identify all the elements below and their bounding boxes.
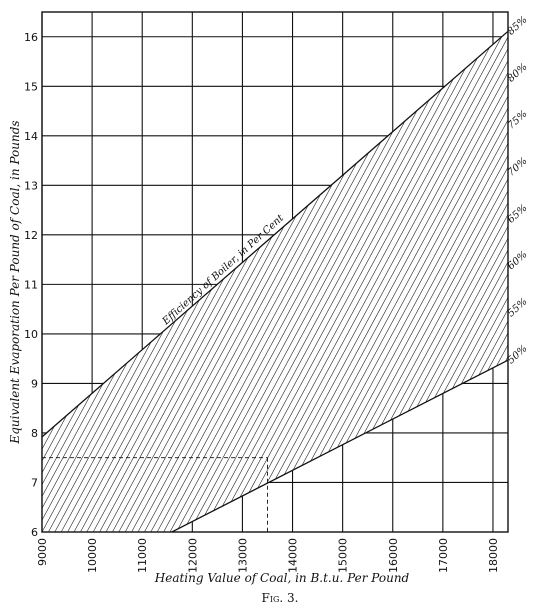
series-labels: 50% 55% 60% 65% 70% 75% 80% 85% — [506, 14, 530, 366]
x-tick-label: 9000 — [36, 538, 49, 566]
hatch-line — [278, 31, 508, 532]
hatch-line — [535, 0, 548, 532]
x-tick-label: 10000 — [86, 538, 99, 573]
y-tick-label: 10 — [24, 328, 38, 341]
series-label: 75% — [506, 109, 530, 132]
plot-frame — [41, 11, 509, 533]
hatch-line — [284, 31, 508, 532]
series-label: 70% — [506, 156, 530, 179]
x-tick-label: 18000 — [487, 538, 500, 573]
y-tick-label: 16 — [24, 31, 38, 44]
hatch-line — [541, 0, 548, 532]
series-label: 85% — [506, 14, 530, 37]
x-tick-label: 15000 — [337, 538, 350, 573]
y-tick-label: 11 — [24, 278, 38, 291]
x-tick-label: 17000 — [437, 538, 450, 573]
y-tick-label: 6 — [31, 526, 38, 539]
x-axis-label: Heating Value of Coal, in B.t.u. Per Pou… — [154, 571, 410, 585]
x-tick-labels: 9000 10000 11000 12000 13000 14000 15000 16000 1… — [36, 538, 500, 573]
series-label: 65% — [506, 203, 530, 226]
hatch-line — [297, 31, 508, 532]
hatch-line — [252, 31, 508, 532]
y-axis-label: Equivalent Evaporation Per Pound of Coal… — [8, 120, 22, 444]
y-tick-label: 8 — [31, 427, 38, 440]
series-label: 50% — [506, 343, 530, 366]
y-tick-label: 9 — [31, 377, 38, 390]
series-label: 55% — [506, 296, 530, 319]
hatch-line — [233, 31, 508, 532]
efficiency-band — [42, 31, 508, 532]
hatch-line — [227, 31, 508, 532]
efficiency-line-85 — [42, 30, 508, 438]
y-tick-labels: 6 7 8 9 10 11 12 13 14 15 16 — [24, 31, 38, 539]
x-tick-label: 14000 — [287, 538, 300, 573]
hatch-line — [259, 31, 508, 532]
hatch-line — [272, 31, 508, 532]
hatch-line — [522, 0, 548, 532]
series-label: 80% — [506, 62, 530, 85]
y-tick-label: 7 — [31, 476, 38, 489]
efficiency-lines — [42, 30, 508, 532]
figure-caption: Fig. 3. — [262, 591, 299, 605]
example-guide — [42, 457, 268, 532]
series-label: 60% — [506, 249, 530, 272]
x-tick-label: 13000 — [236, 538, 249, 573]
hatch-line — [220, 31, 508, 532]
x-tick-label: 11000 — [136, 538, 149, 573]
hatch-line — [246, 31, 508, 532]
efficiency-line-50 — [170, 359, 508, 532]
hatch-line — [516, 0, 548, 532]
hatch-line — [291, 31, 508, 532]
hatch-line — [528, 0, 548, 532]
y-tick-label: 12 — [24, 229, 38, 242]
y-tick-label: 13 — [24, 179, 38, 192]
y-tick-label: 15 — [24, 80, 38, 93]
y-tick-label: 14 — [24, 130, 38, 143]
hatch-line — [265, 31, 508, 532]
x-tick-label: 16000 — [387, 538, 400, 573]
band-fill — [42, 31, 508, 532]
x-tick-label: 12000 — [186, 538, 199, 573]
hatch-line — [240, 31, 508, 532]
